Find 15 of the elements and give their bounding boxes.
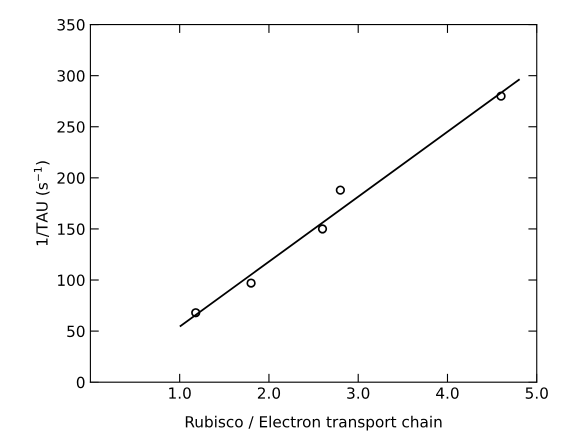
x-tick-label: 2.0 bbox=[258, 387, 280, 399]
y-tick-label: 250 bbox=[57, 121, 85, 133]
y-tick-label: 50 bbox=[67, 326, 85, 338]
y-tick-label: 100 bbox=[58, 274, 85, 286]
x-axis-title: Rubisco / Electron transport chain bbox=[186, 416, 442, 431]
y-tick-label: 150 bbox=[58, 223, 85, 235]
x-tick-label: 1.0 bbox=[169, 387, 191, 399]
y-tick-label: 200 bbox=[57, 172, 85, 184]
y-tick-label: 300 bbox=[58, 70, 85, 82]
y-tick-label: 0 bbox=[76, 376, 85, 388]
x-tick-label: 4.0 bbox=[436, 387, 459, 399]
y-tick-label: 350 bbox=[58, 19, 85, 31]
x-tick-label: 3.0 bbox=[347, 387, 370, 399]
x-tick-label: 5.0 bbox=[526, 387, 548, 399]
y-axis-title: 1/TAU (s$^{−1}$) bbox=[34, 161, 50, 246]
